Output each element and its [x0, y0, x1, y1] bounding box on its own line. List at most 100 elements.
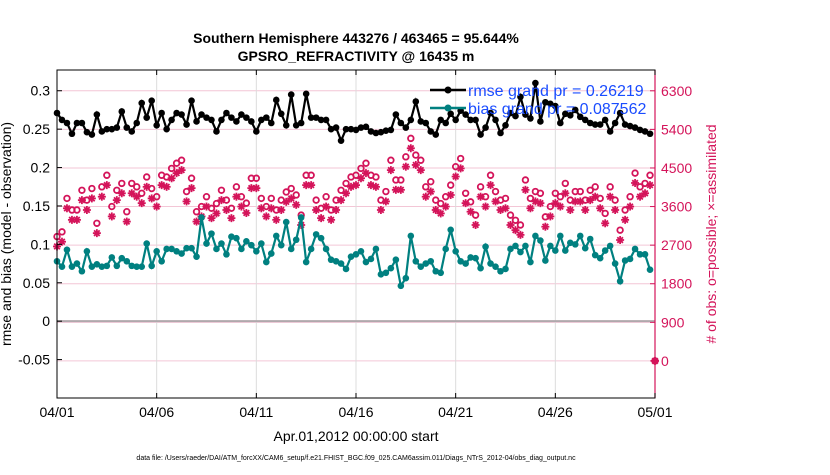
y2-tick-label: 3600 [661, 199, 692, 215]
bias-marker [487, 260, 494, 267]
assimilated-obs-marker [406, 144, 415, 153]
assimilated-obs-marker [556, 202, 565, 211]
possible-obs-marker [591, 183, 599, 191]
rmse-marker [562, 110, 569, 118]
rmse-marker [636, 126, 644, 134]
bias-marker [158, 257, 165, 265]
possible-obs-marker [616, 226, 624, 234]
possible-obs-marker [287, 184, 295, 193]
assimilated-obs-marker [207, 214, 216, 223]
legend-bias-marker [444, 104, 452, 112]
assimilated-obs-marker [132, 192, 141, 201]
rmse-marker [576, 113, 584, 121]
bias-marker [387, 264, 395, 272]
bias-marker [267, 250, 275, 257]
assimilated-obs-marker [561, 189, 570, 198]
footer-data-file: data file: /Users/raeder/DAI/ATM_forcXX/… [136, 455, 576, 462]
possible-obs-marker [88, 184, 96, 193]
bias-marker [188, 244, 195, 252]
assimilated-obs-marker [217, 196, 226, 205]
rmse-marker [282, 122, 290, 129]
rmse-marker [557, 119, 564, 127]
assimilated-obs-marker [416, 166, 425, 175]
assimilated-obs-marker [112, 196, 121, 205]
x-tick-label: 04/11 [239, 404, 273, 420]
bias-marker [417, 263, 425, 270]
bias-marker [148, 262, 155, 270]
bias-marker [527, 258, 534, 266]
rmse-marker [153, 122, 160, 129]
possible-obs-marker [471, 211, 480, 219]
assimilated-obs-marker [352, 181, 360, 190]
assimilated-obs-marker [601, 219, 610, 228]
bias-marker [88, 263, 96, 270]
rmse-marker [332, 124, 340, 131]
assimilated-obs-marker [127, 189, 136, 198]
y-tick-label: 0.15 [23, 198, 50, 214]
bias-marker [367, 255, 375, 263]
assimilated-obs-marker [451, 172, 460, 181]
rmse-marker [547, 100, 554, 108]
rmse-marker [272, 96, 280, 104]
rmse-marker [183, 121, 190, 128]
bias-marker [601, 247, 609, 254]
assimilated-obs-marker [621, 215, 630, 224]
bias-marker [282, 218, 290, 226]
possible-obs-marker [172, 159, 181, 167]
possible-obs-marker [167, 164, 176, 173]
assimilated-obs-marker [57, 237, 66, 246]
rmse-marker [337, 137, 345, 144]
rmse-marker [497, 129, 504, 137]
possible-obs-marker [422, 183, 430, 191]
bias-marker [542, 257, 549, 264]
assimilated-obs-marker [337, 196, 346, 205]
possible-obs-marker [506, 211, 515, 219]
rmse-marker [98, 128, 106, 135]
rmse-marker [377, 128, 385, 136]
assimilated-obs-marker [257, 204, 266, 213]
rmse-marker [542, 98, 549, 106]
assimilated-obs-marker [361, 169, 370, 178]
possible-obs-marker [292, 191, 300, 199]
rmse-marker [641, 128, 649, 135]
assimilated-obs-marker [282, 197, 291, 206]
rmse-marker [258, 116, 265, 124]
x-tick-label: 04/21 [438, 404, 473, 420]
assimilated-obs-marker [456, 164, 465, 173]
bias-marker [576, 232, 584, 240]
bias-marker [571, 241, 579, 248]
possible-obs-marker [387, 156, 395, 164]
rmse-marker [462, 111, 469, 118]
bias-marker [98, 263, 106, 270]
rmse-marker [347, 125, 355, 133]
possible-obs-marker [546, 202, 555, 211]
bias-marker [517, 248, 524, 256]
bias-marker [626, 255, 634, 263]
bias-marker [302, 258, 310, 266]
assimilated-obs-marker [441, 202, 450, 211]
possible-obs-marker [142, 173, 151, 181]
possible-obs-marker [636, 183, 644, 191]
assimilated-obs-marker [506, 220, 515, 229]
assimilated-obs-marker [62, 204, 71, 213]
rmse-marker [507, 109, 514, 117]
possible-obs-marker [576, 187, 584, 196]
assimilated-obs-marker [77, 196, 86, 205]
assimilated-obs-marker [546, 212, 555, 221]
bias-marker [482, 243, 489, 250]
rmse-marker [532, 79, 539, 87]
rmse-marker [78, 119, 86, 127]
rmse-marker [128, 128, 136, 135]
bias-marker [566, 239, 574, 247]
possible-obs-marker [177, 156, 186, 164]
bias-marker [522, 242, 529, 250]
rmse-marker [68, 130, 76, 138]
bias-marker [581, 244, 589, 252]
assimilated-obs-marker [476, 192, 485, 201]
possible-obs-marker [491, 187, 500, 196]
assimilated-obs-marker [646, 181, 655, 190]
bias-marker [557, 232, 564, 240]
assimilated-obs-marker [376, 205, 385, 214]
bias-marker [547, 242, 554, 250]
bias-marker [641, 251, 649, 258]
